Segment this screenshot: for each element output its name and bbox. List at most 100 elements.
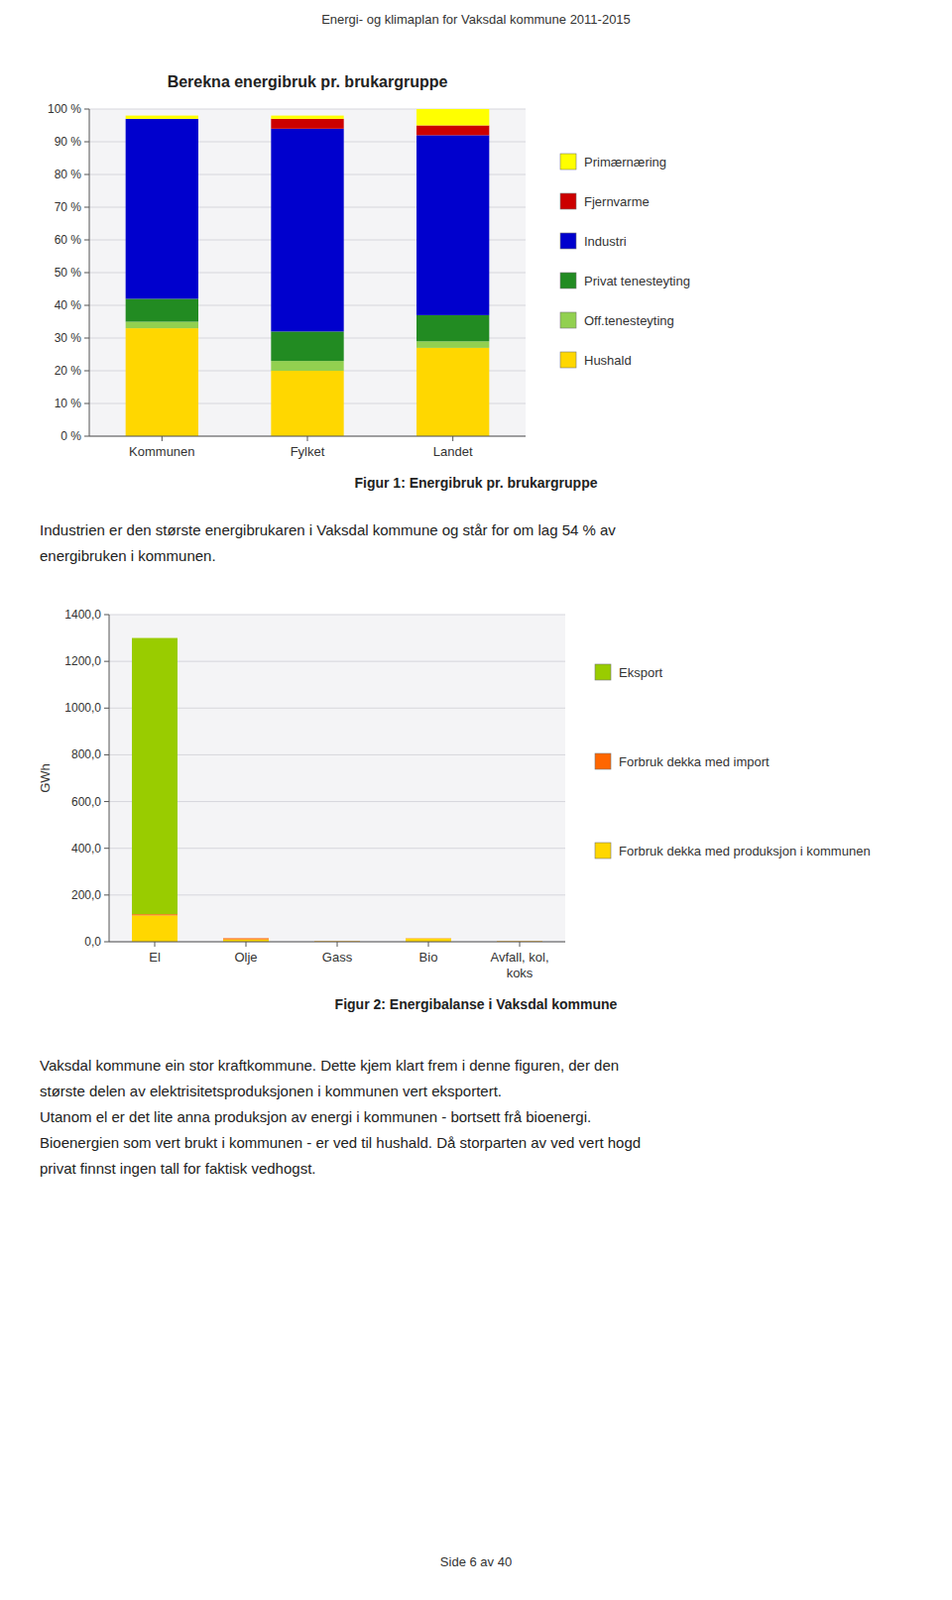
legend-swatch — [560, 312, 577, 329]
x-tick-label: Kommunen — [128, 444, 195, 460]
y-tick-label: 600,0 — [71, 795, 102, 810]
bar-segment — [270, 370, 344, 437]
y-axis — [109, 614, 111, 943]
caption: Figur 1: Energibruk pr. brukargruppe — [354, 475, 597, 491]
bar-segment — [131, 638, 178, 916]
x-tick-label: Landet — [433, 444, 474, 460]
y-tick-label: 60 % — [54, 233, 83, 247]
y-tick — [84, 305, 90, 307]
paragraph-line: Bioenergien som vert brukt i kommunen - … — [39, 1134, 641, 1152]
x-tick-label: Avfall, kol,koks — [489, 950, 549, 981]
y-tick — [104, 847, 110, 849]
legend: Primærnæring Fjernvarme Industri Privat ten… — [560, 153, 691, 368]
bar-segment — [405, 938, 452, 940]
bar-segment — [131, 915, 178, 943]
legend-label: Hushald — [584, 353, 632, 368]
y-tick-label: 80 % — [54, 167, 83, 182]
chart-title: Berekna energibruk pr. brukargruppe — [167, 73, 449, 91]
page: Energi- og klimaplan for Vaksdal kommune… — [0, 0, 952, 1600]
y-tick — [84, 239, 90, 241]
x-tick — [307, 436, 309, 442]
x-tick — [337, 942, 339, 948]
bar-segment — [223, 938, 269, 940]
legend-label: Privat tenesteyting — [584, 273, 691, 289]
y-tick-label: 90 % — [54, 134, 83, 149]
plot-background — [89, 109, 526, 437]
x-tick-label: Bio — [419, 950, 439, 965]
paragraph-line: Industrien er den største energibrukaren… — [39, 521, 616, 539]
chart: Berekna energibruk pr. brukargruppe 0 % 10… — [47, 73, 691, 491]
legend: EksportForbruk dekka med importForbruk d… — [595, 664, 871, 859]
bar-segment — [416, 125, 489, 136]
y-tick-label: 50 % — [54, 265, 83, 280]
y-tick-label: 0 % — [60, 429, 82, 444]
legend-swatch — [595, 664, 611, 681]
x-tick — [245, 942, 247, 948]
y-tick — [104, 708, 110, 710]
y-axis-label: GWh — [37, 763, 53, 794]
x-tick — [154, 942, 156, 948]
x-tick — [519, 942, 521, 948]
bar-segment — [270, 331, 344, 361]
bar-segment — [270, 119, 344, 129]
y-tick-label: 10 % — [54, 396, 83, 411]
x-tick-label: Fylket — [290, 444, 326, 460]
bar-segment — [270, 116, 344, 119]
bar-segment — [223, 938, 269, 940]
paragraph-line: Vaksdal kommune ein stor kraftkommune. D… — [39, 1057, 619, 1074]
legend-label: Eksport — [618, 665, 663, 681]
bar-segment — [131, 914, 178, 916]
legend-swatch — [560, 272, 577, 289]
bar-segment — [125, 322, 199, 330]
bar-segment — [125, 116, 199, 119]
bar-segment — [125, 119, 199, 300]
paragraph-line: privat finnst ingen tall for faktisk ved… — [39, 1160, 316, 1178]
x-tick-label: El — [148, 950, 161, 965]
plot-background — [109, 614, 566, 943]
x-tick-label: Olje — [234, 950, 257, 965]
bar-segment — [416, 341, 489, 349]
x-tick-label: Gass — [322, 950, 354, 965]
y-tick — [84, 370, 90, 372]
legend-label: Primærnæring — [584, 154, 667, 170]
y-tick — [84, 338, 90, 340]
chart: 0,0200,0400,0600,0800,01000,01200,01400,… — [37, 607, 871, 1013]
grid-line — [109, 614, 566, 616]
y-tick-label: 100 % — [47, 102, 82, 117]
y-tick — [104, 801, 110, 803]
x-tick — [428, 942, 430, 948]
bar-segment — [416, 315, 489, 342]
y-tick-label: 200,0 — [71, 888, 102, 903]
bar-segment — [270, 128, 344, 333]
paragraph-line: energibruken i kommunen. — [39, 547, 217, 565]
y-tick — [84, 207, 90, 209]
y-tick-label: 40 % — [54, 298, 83, 313]
y-tick-label: 1000,0 — [64, 701, 102, 715]
bar-segment — [405, 938, 452, 940]
y-tick — [104, 754, 110, 756]
legend-label: Fjernvarme — [584, 194, 650, 210]
caption: Figur 2: Energibalanse i Vaksdal kommune — [335, 996, 618, 1013]
bar-segment — [125, 328, 199, 437]
legend-label: Industri — [584, 234, 627, 249]
y-tick-label: 400,0 — [71, 841, 102, 856]
legend-swatch — [595, 842, 611, 859]
bar-segment — [125, 298, 199, 322]
x-tick — [161, 436, 163, 442]
legend-label: Forbruk dekka med import — [618, 754, 770, 770]
y-tick — [104, 894, 110, 896]
y-tick — [84, 436, 90, 438]
y-tick — [84, 109, 90, 111]
y-tick-label: 0,0 — [84, 935, 102, 950]
paragraph-line: største delen av elektrisitetsproduksjon… — [39, 1082, 502, 1100]
y-tick — [84, 174, 90, 176]
bars — [125, 109, 490, 437]
footer: Side 6 av 40 — [440, 1554, 512, 1570]
legend-swatch — [560, 352, 577, 368]
legend-swatch — [595, 753, 611, 770]
paragraph-line: Utanom el er det lite anna produksjon av… — [39, 1108, 592, 1126]
y-tick — [104, 661, 110, 663]
y-tick — [84, 403, 90, 405]
legend-swatch — [560, 153, 577, 170]
y-tick — [104, 614, 110, 616]
